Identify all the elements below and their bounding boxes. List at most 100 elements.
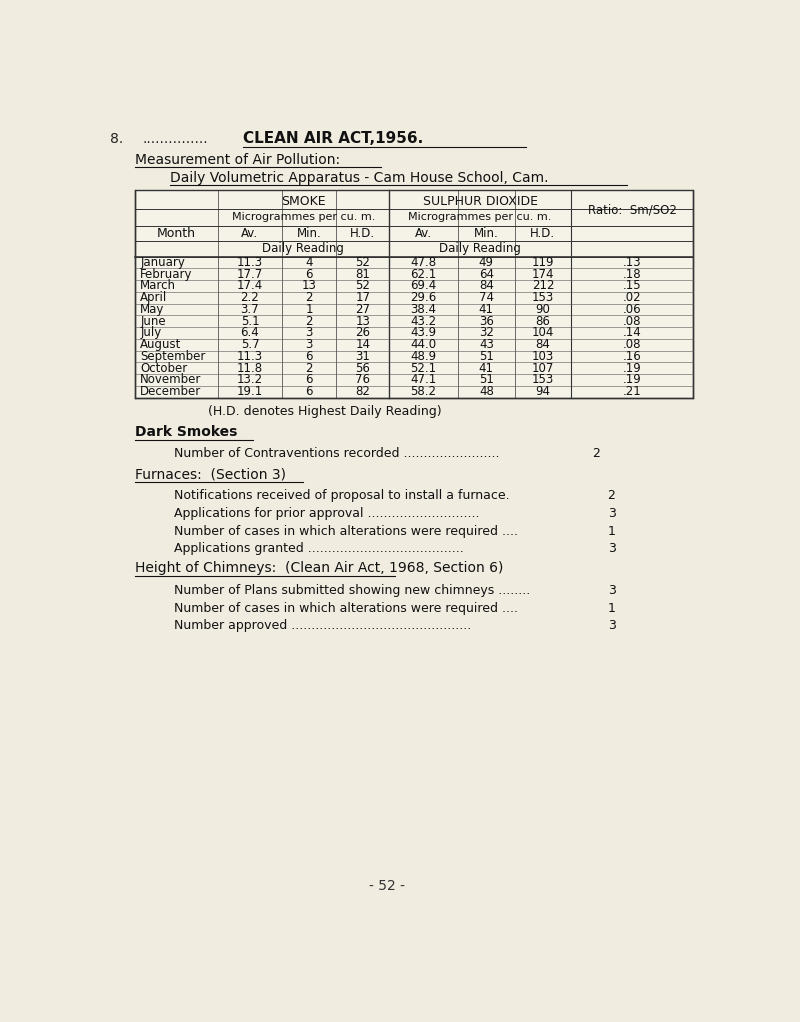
Text: 41: 41 [479, 303, 494, 316]
Text: 3: 3 [306, 326, 313, 339]
Text: 51: 51 [479, 350, 494, 363]
Text: Ratio:  Sm/SO2: Ratio: Sm/SO2 [587, 204, 677, 217]
Text: 47.1: 47.1 [410, 373, 437, 386]
Text: 49: 49 [479, 256, 494, 269]
Text: November: November [140, 373, 202, 386]
Text: .06: .06 [622, 303, 642, 316]
Text: 90: 90 [535, 303, 550, 316]
Text: 107: 107 [532, 362, 554, 375]
Text: December: December [140, 385, 202, 399]
Text: .18: .18 [622, 268, 642, 281]
Text: Daily Reading: Daily Reading [262, 242, 344, 256]
Text: Min.: Min. [297, 227, 322, 240]
Text: Av.: Av. [242, 227, 258, 240]
Text: Av.: Av. [415, 227, 432, 240]
Text: Microgrammes per cu. m.: Microgrammes per cu. m. [409, 213, 552, 223]
Text: 3: 3 [608, 543, 615, 555]
Text: 153: 153 [532, 373, 554, 386]
Text: 64: 64 [479, 268, 494, 281]
Text: 2.2: 2.2 [241, 291, 259, 305]
Text: Applications granted .......................................: Applications granted ...................… [174, 543, 463, 555]
Text: 6: 6 [306, 385, 313, 399]
Text: H.D.: H.D. [350, 227, 375, 240]
Text: .08: .08 [622, 315, 642, 328]
Text: Applications for prior approval ............................: Applications for prior approval ........… [174, 507, 479, 520]
Text: 36: 36 [479, 315, 494, 328]
Text: .21: .21 [622, 385, 642, 399]
Text: August: August [140, 338, 182, 352]
Text: January: January [140, 256, 185, 269]
Text: Number of cases in which alterations were required ....: Number of cases in which alterations wer… [174, 602, 518, 614]
Text: 3: 3 [608, 584, 615, 597]
Text: 41: 41 [479, 362, 494, 375]
Text: 212: 212 [532, 279, 554, 292]
Text: 32: 32 [479, 326, 494, 339]
Text: Measurement of Air Pollution:: Measurement of Air Pollution: [135, 153, 340, 168]
Text: 2: 2 [592, 447, 600, 460]
Text: 11.3: 11.3 [237, 256, 263, 269]
Text: 43: 43 [479, 338, 494, 352]
Text: 6: 6 [306, 350, 313, 363]
Text: 3: 3 [306, 338, 313, 352]
Text: February: February [140, 268, 193, 281]
Text: 17.4: 17.4 [237, 279, 263, 292]
Text: 3: 3 [608, 507, 615, 520]
Text: .19: .19 [622, 362, 642, 375]
Text: 56: 56 [355, 362, 370, 375]
Text: 14: 14 [355, 338, 370, 352]
Text: 84: 84 [479, 279, 494, 292]
Text: 6: 6 [306, 373, 313, 386]
Text: 13: 13 [302, 279, 317, 292]
Text: .08: .08 [622, 338, 642, 352]
Text: H.D.: H.D. [530, 227, 555, 240]
Text: 1: 1 [608, 524, 615, 538]
Text: 82: 82 [355, 385, 370, 399]
Text: 51: 51 [479, 373, 494, 386]
Text: April: April [140, 291, 167, 305]
Text: 74: 74 [479, 291, 494, 305]
Text: 2: 2 [306, 315, 313, 328]
Text: 4: 4 [306, 256, 313, 269]
Text: Height of Chimneys:  (Clean Air Act, 1968, Section 6): Height of Chimneys: (Clean Air Act, 1968… [135, 561, 503, 575]
Text: 52.1: 52.1 [410, 362, 437, 375]
Text: 119: 119 [532, 256, 554, 269]
Text: 103: 103 [532, 350, 554, 363]
Text: 43.9: 43.9 [410, 326, 437, 339]
Text: 48.9: 48.9 [410, 350, 437, 363]
Text: Microgrammes per cu. m.: Microgrammes per cu. m. [232, 213, 375, 223]
Text: 94: 94 [535, 385, 550, 399]
Text: Month: Month [157, 227, 196, 240]
Text: Notifications received of proposal to install a furnace.: Notifications received of proposal to in… [174, 490, 510, 502]
Text: May: May [140, 303, 165, 316]
Text: Number approved .............................................: Number approved ........................… [174, 619, 471, 633]
Text: July: July [140, 326, 162, 339]
Text: 5.7: 5.7 [241, 338, 259, 352]
Text: .14: .14 [622, 326, 642, 339]
Text: 174: 174 [532, 268, 554, 281]
Text: 44.0: 44.0 [410, 338, 437, 352]
Text: SMOKE: SMOKE [281, 194, 326, 207]
Text: Number of cases in which alterations were required ....: Number of cases in which alterations wer… [174, 524, 518, 538]
Text: .19: .19 [622, 373, 642, 386]
Text: 76: 76 [355, 373, 370, 386]
Text: 84: 84 [535, 338, 550, 352]
Text: 13.2: 13.2 [237, 373, 263, 386]
Text: ...............: ............... [142, 133, 208, 146]
Text: 1: 1 [608, 602, 615, 614]
Text: CLEAN AIR ACT,1956.: CLEAN AIR ACT,1956. [243, 132, 424, 146]
Text: .02: .02 [622, 291, 642, 305]
Text: 27: 27 [355, 303, 370, 316]
Text: .16: .16 [622, 350, 642, 363]
Text: 26: 26 [355, 326, 370, 339]
Text: Min.: Min. [474, 227, 498, 240]
Text: Number of Plans submitted showing new chimneys ........: Number of Plans submitted showing new ch… [174, 584, 530, 597]
Text: 47.8: 47.8 [410, 256, 437, 269]
Text: 29.6: 29.6 [410, 291, 437, 305]
Text: 69.4: 69.4 [410, 279, 437, 292]
Text: June: June [140, 315, 166, 328]
Text: 86: 86 [535, 315, 550, 328]
Text: Dark Smokes: Dark Smokes [135, 425, 238, 439]
Text: 81: 81 [355, 268, 370, 281]
Text: 62.1: 62.1 [410, 268, 437, 281]
Text: 11.3: 11.3 [237, 350, 263, 363]
